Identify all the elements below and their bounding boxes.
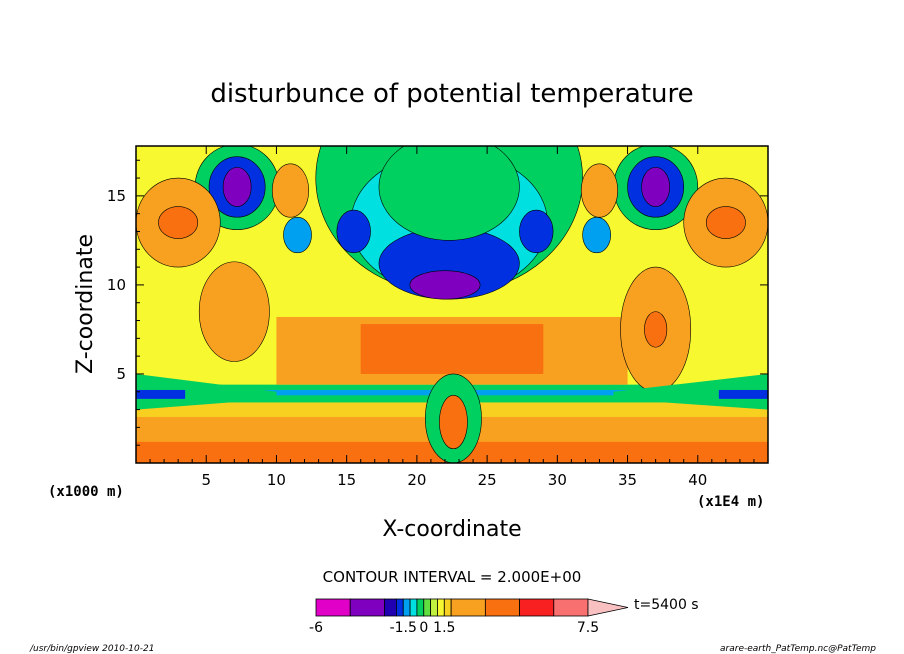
right-red-orange-core (705, 206, 746, 239)
colorbar-swatch (315, 598, 351, 617)
colorbar-swatch (519, 598, 555, 617)
right-purple-core (641, 167, 670, 207)
colorbar-swatch (409, 598, 418, 617)
left-purple-core (222, 167, 252, 207)
left-mid-blue (336, 209, 371, 254)
contour-interval-text: CONTOUR INTERVAL = 2.000E+00 (323, 568, 582, 586)
x-tick-label: 40 (688, 471, 707, 489)
colorbar-tick-labels: -6 -1.5 0 1.5 7.5 (309, 620, 599, 636)
x-tick-label: 20 (407, 471, 426, 489)
left-mid-cyan (283, 216, 312, 254)
x-axis: 5 10 15 20 25 30 35 40 (149, 146, 755, 489)
x-tick-label: 5 (201, 471, 211, 489)
colorbar-swatch (553, 598, 589, 617)
left-blue-edge (136, 389, 186, 399)
contour-field (136, 146, 768, 463)
x-tick-label: 35 (618, 471, 637, 489)
x-tick-label: 10 (267, 471, 286, 489)
y-tick-label: 5 (116, 365, 126, 383)
right-mid-blue (519, 209, 554, 254)
colorbar (315, 598, 629, 617)
right-blue-edge (718, 389, 768, 399)
upper-purple-core (409, 270, 481, 300)
plot-area (135, 145, 769, 464)
y-unit-label: (x1000 m) (48, 484, 124, 500)
right-upper-orange (580, 163, 619, 218)
colorbar-swatch (423, 598, 432, 617)
x-tick-label: 30 (548, 471, 567, 489)
colorbar-tick-label: -1.5 (390, 620, 417, 636)
colorbar-swatch (402, 598, 411, 617)
left-red-orange-core (158, 206, 199, 239)
left-upper-orange (271, 163, 310, 218)
left-green-wedge (136, 373, 277, 410)
center-low-core (439, 395, 468, 450)
colorbar-swatch (349, 598, 385, 617)
colorbar-swatch (430, 598, 438, 617)
right-green-wedge (613, 373, 768, 410)
y-tick-label: 10 (107, 276, 126, 294)
y-axis: 5 10 15 (107, 159, 768, 446)
colorbar-swatch (450, 598, 486, 617)
colorbar-tick-label: -6 (309, 620, 323, 636)
colorbar-swatch (437, 598, 445, 617)
colorbar-swatch (416, 598, 425, 617)
y-axis-label: Z-coordinate (73, 234, 98, 374)
chart-title: disturbunce of potential temperature (210, 79, 693, 109)
colorbar-tick-label: 7.5 (577, 620, 599, 636)
right-mid-core (644, 311, 668, 348)
colorbar-swatch (443, 598, 452, 617)
colorbar-swatch (396, 598, 404, 617)
colorbar-swatch (484, 598, 520, 617)
colorbar-tick-label: 1.5 (433, 620, 455, 636)
colorbar-tick-label: 0 (419, 620, 428, 636)
footer-left: /usr/bin/gpview 2010-10-21 (29, 644, 154, 654)
colorbar-over-arrow (587, 598, 629, 617)
x-tick-label: 15 (337, 471, 356, 489)
mid-red-orange-band (360, 324, 544, 374)
x-axis-label: X-coordinate (382, 517, 521, 542)
time-label: t=5400 s (634, 597, 699, 613)
plot-frame (135, 145, 769, 464)
x-tick-label: 25 (478, 471, 497, 489)
colorbar-swatch (384, 598, 397, 617)
upper-green-core (378, 146, 520, 241)
x-unit-label: (x1E4 m) (697, 494, 764, 510)
footer-right: arare-earth_PatTemp.nc@PatTemp (720, 644, 876, 654)
left-mid-orange (198, 261, 270, 362)
right-mid-cyan (582, 216, 612, 254)
y-tick-label: 15 (107, 187, 126, 205)
